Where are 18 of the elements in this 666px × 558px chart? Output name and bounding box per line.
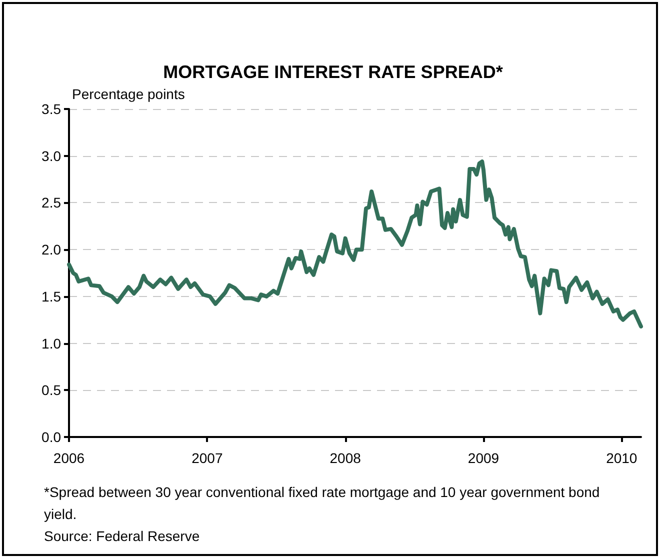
- chart-title: MORTGAGE INTEREST RATE SPREAD*: [162, 62, 504, 83]
- y-tick-label: 2.0: [42, 242, 62, 258]
- x-tick-label: 2008: [330, 450, 362, 466]
- text: *Spread between 30 year conventional fixed rate mortgage and 10 year government bond yield.: [44, 483, 601, 524]
- x-tick-label: 2010: [606, 450, 638, 466]
- y-tick-label: 3.0: [42, 148, 62, 164]
- source-note: Source: Federal Reserve: [44, 527, 201, 546]
- y-tick-label: 0.5: [42, 382, 62, 398]
- y-tick-label: 0.0: [42, 429, 62, 445]
- y-axis-title: Percentage points: [72, 86, 185, 102]
- y-tick-label: 3.5: [42, 101, 62, 117]
- x-tick-label: 2007: [192, 450, 223, 466]
- y-tick-label: 1.0: [42, 335, 62, 352]
- line-series: [67, 159, 643, 328]
- y-tick-label: 1.5: [42, 288, 62, 304]
- x-tick-label: 2009: [468, 450, 500, 466]
- y-tick-label: 2.5: [42, 194, 62, 211]
- x-tick-label: 2006: [53, 450, 85, 466]
